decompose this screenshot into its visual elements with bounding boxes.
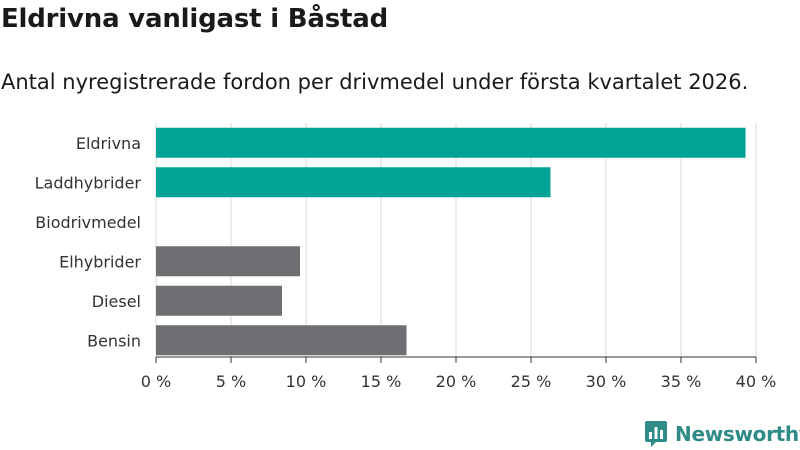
- x-tick-label-1: 5 %: [216, 372, 246, 391]
- x-tick-label-4: 20 %: [436, 372, 477, 391]
- bar-elhybrider: [156, 246, 300, 277]
- x-tick-label-6: 30 %: [586, 372, 627, 391]
- x-tick-label-2: 10 %: [286, 372, 327, 391]
- x-tick-label-7: 35 %: [661, 372, 702, 391]
- x-tick-label-5: 25 %: [511, 372, 552, 391]
- category-label-elhybrider: Elhybrider: [59, 252, 141, 271]
- newsworthy-logo-icon: [645, 421, 667, 447]
- category-label-eldrivna: Eldrivna: [76, 134, 141, 153]
- newsworthy-logo-text: Newsworthy: [675, 422, 800, 446]
- category-label-laddhybrider: Laddhybrider: [35, 173, 142, 192]
- bar-diesel: [156, 285, 282, 316]
- bar-bensin: [156, 325, 407, 356]
- category-label-bensin: Bensin: [87, 331, 141, 350]
- chart-subtitle: Antal nyregistrerade fordon per drivmede…: [1, 70, 749, 94]
- category-label-diesel: Diesel: [92, 292, 141, 311]
- category-label-biodrivmedel: Biodrivmedel: [35, 213, 141, 232]
- bar-eldrivna: [156, 127, 746, 158]
- x-tick-label-0: 0 %: [141, 372, 171, 391]
- newsworthy-logo: Newsworthy: [644, 418, 800, 450]
- x-tick-label-3: 15 %: [361, 372, 402, 391]
- bar-laddhybrider: [156, 167, 551, 198]
- chart-title: Eldrivna vanligast i Båstad: [1, 4, 388, 34]
- x-tick-label-8: 40 %: [736, 372, 777, 391]
